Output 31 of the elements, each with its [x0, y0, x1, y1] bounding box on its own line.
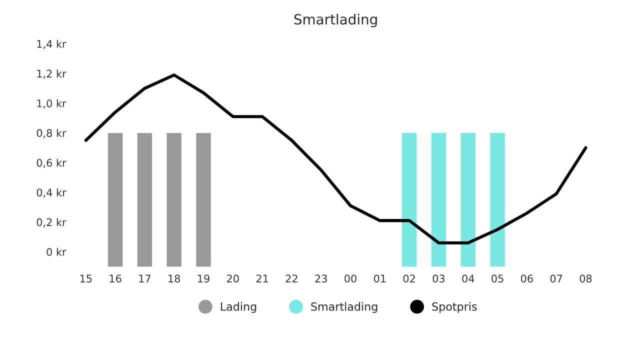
y-tick-label: 1,4 kr	[37, 40, 66, 49]
x-tick-label: 05	[492, 274, 504, 283]
x-tick-label: 00	[344, 274, 356, 283]
y-tick-label: 1,0 kr	[37, 99, 66, 108]
x-tick-label: 16	[110, 274, 122, 283]
x-tick-label: 02	[403, 274, 415, 283]
y-tick-label: 0,8 kr	[36, 128, 66, 138]
x-tick-label: 19	[198, 274, 210, 283]
x-tick-label: 23	[315, 274, 327, 283]
x-tick-label: 22	[286, 274, 298, 282]
x-tick-label: 03	[432, 274, 445, 283]
x-tick-label: 04	[462, 274, 474, 283]
x-tick-label: 18	[168, 274, 180, 283]
x-tick-label: 07	[550, 274, 562, 283]
x-tick-label: 20	[227, 274, 239, 283]
legend-label: Lading	[220, 302, 256, 313]
legend-label: Smartlading	[311, 302, 378, 313]
x-tick-label: 06	[520, 274, 533, 283]
y-tick-label: 1,2 kr	[37, 70, 66, 79]
y-tick-label: 0,4 kr	[36, 188, 66, 198]
y-tick-label: 0,2 kr	[36, 218, 66, 228]
x-tick-label: 17	[139, 274, 150, 282]
y-tick-label: 0 kr	[46, 248, 66, 256]
legend-label: Spotpris	[432, 302, 477, 313]
line-series	[84, 73, 588, 244]
chart-title: Smartlading	[294, 14, 377, 28]
x-tick-label: 15	[80, 274, 92, 283]
x-tick-label: 08	[580, 274, 592, 283]
x-tick-label: 01	[374, 274, 386, 283]
x-tick-label: 21	[256, 274, 268, 282]
y-tick-label: 0,6 kr	[36, 158, 66, 168]
